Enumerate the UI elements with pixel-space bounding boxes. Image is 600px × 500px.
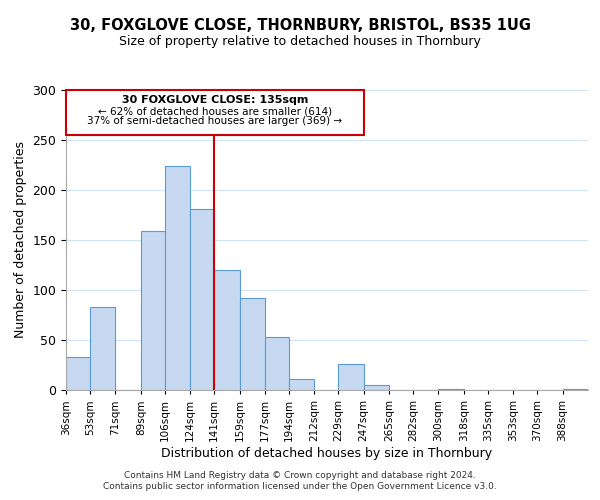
Bar (90, 307, 115, 390)
Bar (439, 389, 464, 390)
Bar (364, 385, 389, 390)
Text: ← 62% of detached houses are smaller (614): ← 62% of detached houses are smaller (61… (98, 106, 332, 116)
Text: Size of property relative to detached houses in Thornbury: Size of property relative to detached ho… (119, 35, 481, 48)
Text: 37% of semi-detached houses are larger (369) →: 37% of semi-detached houses are larger (… (87, 116, 343, 126)
Bar (239, 298, 265, 390)
Y-axis label: Number of detached properties: Number of detached properties (14, 142, 27, 338)
Text: Contains HM Land Registry data © Crown copyright and database right 2024.: Contains HM Land Registry data © Crown c… (124, 471, 476, 480)
Bar (214, 270, 239, 390)
Bar (265, 337, 289, 390)
Bar (66, 90, 364, 135)
Bar (563, 389, 588, 390)
Bar (141, 231, 165, 390)
Text: 30, FOXGLOVE CLOSE, THORNBURY, BRISTOL, BS35 1UG: 30, FOXGLOVE CLOSE, THORNBURY, BRISTOL, … (70, 18, 530, 32)
Bar (338, 364, 364, 390)
Bar (165, 166, 190, 390)
Text: 30 FOXGLOVE CLOSE: 135sqm: 30 FOXGLOVE CLOSE: 135sqm (122, 95, 308, 105)
Bar (66, 357, 90, 390)
Bar (289, 379, 314, 390)
X-axis label: Distribution of detached houses by size in Thornbury: Distribution of detached houses by size … (161, 446, 493, 460)
Text: Contains public sector information licensed under the Open Government Licence v3: Contains public sector information licen… (103, 482, 497, 491)
Bar (190, 209, 214, 390)
